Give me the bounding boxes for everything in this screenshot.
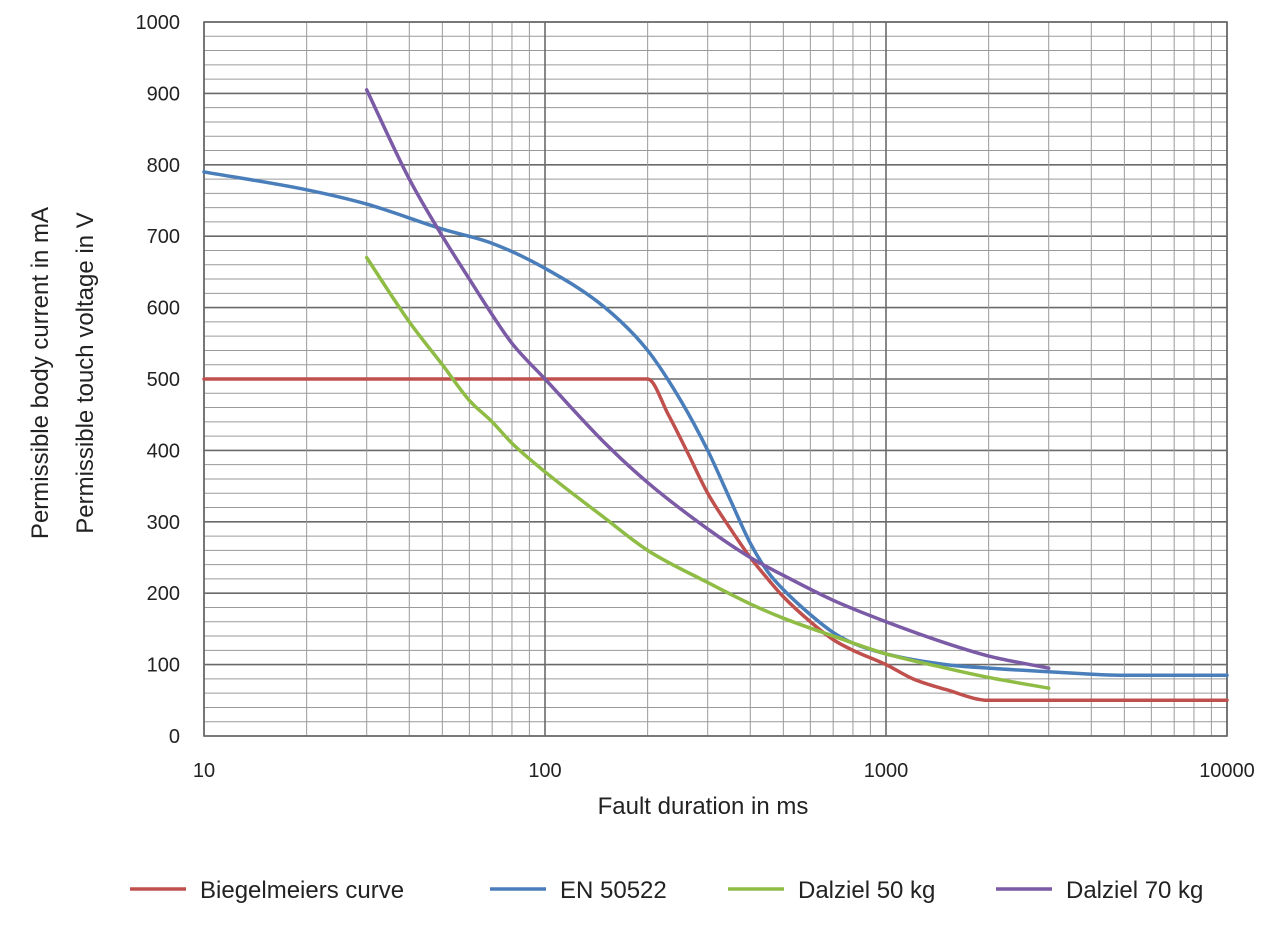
y-axis-label-line-1: Permissible body current in mA	[27, 207, 54, 539]
legend-label-biegelmeiers: Biegelmeiers curve	[200, 877, 404, 904]
y-tick-label: 0	[169, 726, 180, 748]
x-tick-label: 1000	[864, 760, 909, 782]
series-lines	[202, 88, 1229, 703]
legend-label-en50522: EN 50522	[560, 877, 667, 904]
series-line-dalziel-50	[364, 255, 1051, 690]
series-line-biegelmeiers	[202, 377, 1229, 703]
legend-label-dalziel-50: Dalziel 50 kg	[798, 877, 935, 904]
y-tick-label: 800	[147, 155, 180, 177]
y-tick-label: 300	[147, 512, 180, 534]
y-tick-label: 600	[147, 298, 180, 320]
y-tick-label: 700	[147, 226, 180, 248]
x-tick-label: 10000	[1199, 760, 1255, 782]
legend: Biegelmeiers curve EN 50522 Dalziel 50 k…	[130, 877, 1203, 904]
x-tick-label: 10	[193, 760, 215, 782]
y-tick-label: 1000	[136, 12, 181, 34]
y-tick-label: 100	[147, 655, 180, 677]
series-line-en50522	[202, 170, 1229, 678]
tick-labels: 0 100 200 300 400 500 600 700 800 900 1000 10 100 100…	[136, 12, 1255, 782]
y-tick-label: 400	[147, 440, 180, 462]
x-axis-label: Fault duration in ms	[598, 793, 809, 820]
y-tick-label: 200	[147, 583, 180, 605]
y-tick-label: 900	[147, 83, 180, 105]
y-axis-label-line-2: Permissible touch voltage in V	[72, 212, 99, 534]
grid	[203, 21, 1228, 737]
x-tick-label: 100	[528, 760, 561, 782]
y-tick-label: 500	[147, 369, 180, 391]
series-line-dalziel-70	[364, 88, 1051, 670]
legend-label-dalziel-70: Dalziel 70 kg	[1066, 877, 1203, 904]
